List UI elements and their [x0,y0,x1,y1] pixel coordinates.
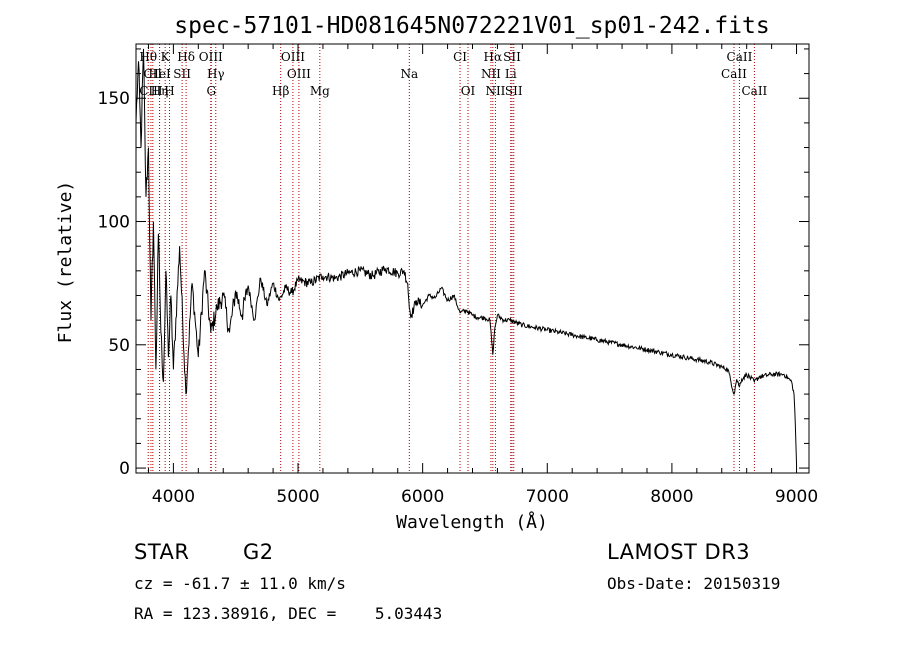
flux-series [135,48,797,464]
y-axis-label: Flux (relative) [55,181,76,344]
chart-title: spec-57101-HD081645N072221V01_sp01-242.f… [174,13,769,39]
survey-label: LAMOST DR3 [607,540,751,564]
spectral-line-label: OIII [287,67,311,81]
y-tick-label: 0 [119,459,130,479]
spectral-line-label: CII [143,67,162,81]
x-tick-label: 9000 [775,487,818,507]
spectral-line-label: SII [503,50,521,64]
x-tick-label: 7000 [526,487,569,507]
plot-frame [135,43,810,474]
spectral-line-label: H [164,84,174,98]
spectral-line-label: Hδ [177,50,195,64]
spectral-line-label: CaII [721,67,747,81]
spectral-line-label: NII [485,84,505,98]
spectral-line-label: HeI [148,67,171,81]
obs-date: Obs-Date: 20150319 [607,574,781,593]
x-tick-label: 6000 [401,487,444,507]
redshift-velocity: cz = -61.7 ± 11.0 km/s [134,574,346,593]
spectral-line-label: Hη [151,84,169,98]
spectral-line-label: Li [505,67,517,81]
axes: 4000 5000 6000 7000 8000 9000 0 50 100 150 [98,43,818,507]
x-tick-label: 8000 [650,487,693,507]
y-tick-label: 100 [98,213,130,233]
spectral-line-label: OI [461,84,476,98]
spectral-line-label: CaII [727,50,753,64]
spectral-line-label: CI [453,50,467,64]
spectral-line-label: Mg [310,84,330,98]
spectral-line-label: OIII [281,50,305,64]
x-axis-label: Wavelength (Å) [396,511,548,533]
class-label: STAR [134,540,190,564]
spectral-line-label: SII [173,67,191,81]
spectral-line-labels: Hθ CII CIII K HeI HηH SII Hδ OIII Hγ G Hβ OIII OIII Mg… [139,50,767,98]
spectral-line-label: Hα [484,50,503,64]
spectral-line-label: OIII [199,50,223,64]
spectral-line-label: Hγ [207,67,225,81]
flux-line [135,48,797,464]
y-tick-label: 50 [108,336,130,356]
spectral-line-label: SII [505,84,523,98]
spectral-line-label: K [161,50,171,64]
x-tick-label: 5000 [276,487,319,507]
spectral-lines [147,44,755,473]
subclass-label: G2 [243,540,274,564]
spectral-line-label: G [206,84,216,98]
x-tick-label: 4000 [152,487,195,507]
y-tick-label: 150 [98,89,130,109]
spectral-line-label: CIII [139,84,163,98]
spectral-line-label: Hθ [139,50,157,64]
spectral-line-label: NII [481,67,501,81]
spectral-line-label: Hβ [272,84,289,98]
spectral-line-label: CaII [741,84,767,98]
coordinates: RA = 123.38916, DEC = 5.03443 [134,604,443,623]
spectral-line-label: Na [400,67,418,81]
